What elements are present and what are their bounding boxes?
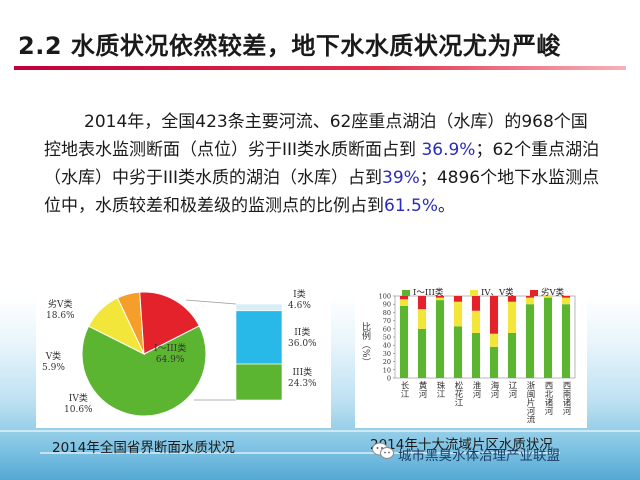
x-category-label: 辽河 — [507, 381, 517, 398]
pie-label-i-iii: I～III类 64.9% — [154, 344, 187, 365]
slide-title: 2.2 水质状况依然较差，地下水水质状况尤为严峻 — [18, 32, 561, 60]
bar-segment-4-0 — [471, 332, 481, 378]
breakdown-segment-1 — [235, 310, 283, 365]
water-ripple — [0, 430, 640, 432]
bar-segment-9-1 — [561, 297, 571, 305]
water-ripple — [40, 452, 560, 454]
bar-segment-9-0 — [561, 304, 571, 378]
paragraph-text: ；4896个地下水监测点位中，水质较差和极差级的监测点的比例占到 — [44, 168, 600, 216]
bar-segment-1-1 — [417, 309, 427, 329]
legend-swatch — [402, 289, 410, 296]
bar-segment-8-0 — [543, 297, 553, 378]
breakdown-label-i: I类 4.6% — [288, 290, 311, 311]
bar-segment-8-1 — [543, 296, 553, 298]
bar-segment-3-1 — [453, 301, 463, 327]
bar-segment-7-2 — [525, 296, 535, 298]
title-underline — [14, 66, 626, 70]
y-tick-label: 40 — [383, 342, 391, 350]
paragraph-text: 2014年，全国423条主要河流、62座重点湖泊（水库）的968个国控地表水监测… — [44, 112, 588, 160]
bar-segment-5-0 — [489, 346, 499, 378]
bar-segment-2-1 — [435, 297, 445, 301]
pie-connector — [185, 299, 237, 305]
y-tick-label: 60 — [383, 325, 391, 333]
y-tick-label: 50 — [383, 334, 391, 342]
paragraph-text: ；62个重点湖泊（水库）中劣于III类水质的湖泊（水库）占到 — [44, 140, 600, 188]
highlight-value: 39% — [382, 168, 420, 188]
x-category-label: 海河 — [489, 381, 499, 398]
x-category-label: 西北诸河 — [543, 381, 553, 415]
breakdown-label-ii: II类 36.0% — [288, 328, 317, 349]
watermark-text: 城市黑臭水体治理产业联盟 — [398, 448, 560, 464]
summary-paragraph: 2014年，全国423条主要河流、62座重点湖泊（水库）的968个国控地表水监测… — [44, 108, 604, 220]
highlight-value: 61.5% — [384, 196, 439, 216]
pie-slice-3 — [139, 291, 200, 355]
bar-segment-0-2 — [399, 296, 409, 300]
bar-segment-7-1 — [525, 297, 535, 305]
paragraph-text: 。 — [438, 196, 456, 216]
y-tick-label: 100 — [379, 293, 391, 301]
y-tick-label: 30 — [383, 350, 391, 358]
pie-slice-0 — [81, 325, 207, 417]
bar-chart-panel: 0 10 20 30 40 50 60 70 80 90 100 比例（%） — [355, 282, 587, 428]
y-tick-label: 10 — [383, 366, 391, 374]
title-bar: 2.2 水质状况依然较差，地下水水质状况尤为严峻 — [0, 0, 640, 78]
bar-ylabel: 比例（%） — [360, 322, 370, 367]
highlight-value: 36.9% — [421, 140, 476, 160]
y-tick-label: 70 — [383, 317, 391, 325]
bar-segment-0-1 — [399, 299, 409, 306]
bar-segment-4-2 — [471, 296, 481, 311]
bar-segment-3-2 — [453, 296, 463, 302]
bar-segment-3-0 — [453, 326, 463, 378]
y-tick-label: 20 — [383, 358, 391, 366]
caption-left: 2014年全国省界断面水质状况 — [52, 440, 235, 456]
legend-item-i-iii: I～III类 — [402, 286, 443, 298]
caption-right: 2014年十大流域片区水质状况 — [370, 437, 553, 453]
pie-label-worse-v: 劣V类 18.6% — [46, 300, 75, 321]
bar-segment-6-0 — [507, 332, 517, 378]
bar-segment-1-2 — [417, 296, 427, 310]
x-category-label: 淮河 — [471, 381, 481, 398]
x-category-label: 长江 — [399, 381, 409, 398]
bar-segment-0-0 — [399, 305, 409, 378]
x-category-label: 浙闽片河流 — [525, 381, 535, 424]
x-category-label: 黄河 — [417, 381, 427, 398]
legend-swatch — [530, 289, 538, 296]
y-tick-label: 90 — [383, 301, 391, 309]
pie-chart — [81, 291, 283, 417]
bar-segment-7-0 — [525, 304, 535, 378]
bar-segment-2-2 — [435, 296, 445, 298]
legend-swatch — [470, 289, 478, 296]
x-category-label: 松花江 — [453, 381, 463, 407]
breakdown-segment-2 — [235, 363, 283, 401]
bar-segment-5-2 — [489, 296, 499, 334]
bar-segment-1-0 — [417, 328, 427, 378]
bar-segment-2-0 — [435, 300, 445, 378]
legend-item-iv-v: IV、V类 — [470, 286, 514, 298]
pie-label-iv: IV类 10.6% — [64, 394, 93, 415]
pie-label-v: V类 5.9% — [42, 352, 65, 373]
breakdown-label-iii: III类 24.3% — [288, 368, 317, 389]
y-tick-label: 0 — [387, 375, 391, 383]
legend-item-worse-v: 劣V类 — [530, 286, 564, 298]
bar-segment-6-1 — [507, 301, 517, 333]
breakdown-segment-0 — [235, 303, 283, 312]
x-category-label: 西南诸河 — [561, 381, 571, 415]
y-tick-label: 80 — [383, 309, 391, 317]
pie-chart-panel: 劣V类 18.6% I～III类 64.9% V类 5.9% IV类 10.6% I类 4… — [36, 282, 331, 428]
bar-segment-6-2 — [507, 296, 517, 302]
wechat-icon — [372, 442, 394, 459]
x-category-label: 珠江 — [435, 381, 445, 398]
bar-segment-9-2 — [561, 296, 571, 298]
bar-segment-4-1 — [471, 310, 481, 333]
bar-segment-5-1 — [489, 333, 499, 347]
